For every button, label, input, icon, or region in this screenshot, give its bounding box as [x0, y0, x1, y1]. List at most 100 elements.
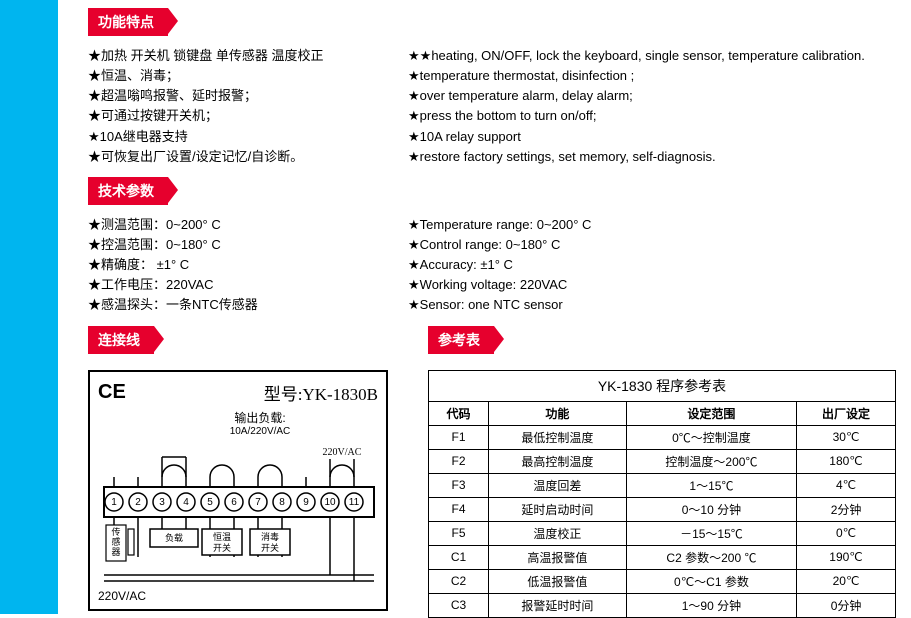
feature-en-2: over temperature alarm, delay alarm; — [408, 86, 896, 106]
features-row: 加热 开关机 锁键盘 单传感器 温度校正 恒温、消毒； 超温嗡鸣报警、延时报警；… — [88, 46, 896, 167]
model-label: 型号:YK-1830B — [264, 380, 378, 405]
svg-text:5: 5 — [207, 497, 213, 508]
ref-row: F4延时启动时间0～10 分钟2分钟 — [429, 497, 896, 521]
wiring-load-text: 负载 — [165, 532, 183, 543]
svg-text:11: 11 — [349, 497, 360, 508]
spec-en-0: Temperature range: 0~200° C — [408, 215, 896, 235]
specs-en: Temperature range: 0~200° C Control rang… — [408, 215, 896, 316]
feature-en-5: restore factory settings, set memory, se… — [408, 147, 896, 167]
ref-row: F2最高控制温度控制温度～200℃180℃ — [429, 449, 896, 473]
ref-cell: 0℃ — [797, 521, 896, 545]
reftable-column: 参考表 YK-1830 程序参考表 代码 功能 设定范围 出厂设定 F1最低控制… — [428, 326, 896, 618]
ref-cell: F5 — [429, 521, 489, 545]
svg-text:8: 8 — [279, 497, 285, 508]
ref-row: F5温度校正－15～15℃0℃ — [429, 521, 896, 545]
ref-cell: 延时启动时间 — [489, 497, 627, 521]
spec-cn-4: 感温探头：一条NTC传感器 — [88, 295, 378, 315]
svg-text:2: 2 — [135, 497, 141, 508]
ref-cell: 20℃ — [797, 569, 896, 593]
wiring-ac-right: 220V/AC — [323, 447, 362, 458]
spec-en-2: Accuracy: ±1° C — [408, 255, 896, 275]
ref-cell: 最高控制温度 — [489, 449, 627, 473]
ref-cell: 30℃ — [797, 425, 896, 449]
ref-header-row: 代码 功能 设定范围 出厂设定 — [429, 401, 896, 425]
wiring-column: 连接线 CE 型号:YK-1830B 输出负载: 10A/220V/AC — [88, 326, 398, 618]
ref-cell: 0℃～C1 参数 — [626, 569, 796, 593]
ref-row: C1高温报警值C2 参数～200 ℃190℃ — [429, 545, 896, 569]
feature-cn-3: 可通过按键开关机； — [88, 106, 378, 126]
ref-row: C3报警延时时间1～90 分钟0分钟 — [429, 593, 896, 617]
ref-row: C2低温报警值0℃～C1 参数20℃ — [429, 569, 896, 593]
ref-cell: 控制温度～200℃ — [626, 449, 796, 473]
feature-en-0-text: heating, ON/OFF, lock the keyboard, sing… — [431, 48, 865, 63]
svg-text:3: 3 — [159, 497, 165, 508]
svg-text:开关: 开关 — [213, 542, 231, 553]
lower-row: 连接线 CE 型号:YK-1830B 输出负载: 10A/220V/AC — [88, 326, 896, 618]
svg-text:10: 10 — [324, 497, 336, 508]
output-load-label: 输出负载: — [142, 409, 378, 426]
svg-text:7: 7 — [255, 497, 261, 508]
ref-h1: 功能 — [489, 401, 627, 425]
ref-cell: F1 — [429, 425, 489, 449]
reference-table: YK-1830 程序参考表 代码 功能 设定范围 出厂设定 F1最低控制温度0℃… — [428, 370, 896, 618]
ref-cell: 0～10 分钟 — [626, 497, 796, 521]
features-cn: 加热 开关机 锁键盘 单传感器 温度校正 恒温、消毒； 超温嗡鸣报警、延时报警；… — [88, 46, 378, 167]
ref-cell: F2 — [429, 449, 489, 473]
wiring-ac-bottom: 220V/AC — [98, 589, 378, 603]
svg-text:9: 9 — [303, 497, 309, 508]
ref-cell: 190℃ — [797, 545, 896, 569]
spec-cn-1: 控温范围：0~180° C — [88, 235, 378, 255]
ref-cell: 温度校正 — [489, 521, 627, 545]
ref-cell: 1～90 分钟 — [626, 593, 796, 617]
wiring-diagram: CE 型号:YK-1830B 输出负载: 10A/220V/AC — [88, 370, 388, 611]
feature-cn-4: 10A继电器支持 — [88, 127, 378, 147]
ref-cell: 0℃～控制温度 — [626, 425, 796, 449]
svg-text:器: 器 — [111, 547, 120, 557]
svg-text:消毒: 消毒 — [261, 531, 279, 542]
spec-cn-3: 工作电压：220VAC — [88, 275, 378, 295]
ref-cell: C3 — [429, 593, 489, 617]
output-load-sub: 10A/220V/AC — [142, 426, 378, 437]
svg-text:恒温: 恒温 — [213, 531, 231, 542]
section-title-specs: 技术参数 — [88, 177, 168, 205]
ref-cell: 高温报警值 — [489, 545, 627, 569]
ref-cell: 低温报警值 — [489, 569, 627, 593]
specs-cn: 测温范围：0~200° C 控温范围：0~180° C 精确度： ±1° C 工… — [88, 215, 378, 316]
spec-en-3: Working voltage: 220VAC — [408, 275, 896, 295]
ref-row: F1最低控制温度0℃～控制温度30℃ — [429, 425, 896, 449]
ref-cell: C1 — [429, 545, 489, 569]
spec-cn-2: 精确度： ±1° C — [88, 255, 378, 275]
ref-cell: －15～15℃ — [626, 521, 796, 545]
ref-cell: F3 — [429, 473, 489, 497]
svg-text:6: 6 — [231, 497, 237, 508]
ref-h0: 代码 — [429, 401, 489, 425]
section-title-features: 功能特点 — [88, 8, 168, 36]
ref-cell: F4 — [429, 497, 489, 521]
features-en: ★heating, ON/OFF, lock the keyboard, sin… — [408, 46, 896, 167]
svg-text:开关: 开关 — [261, 542, 279, 553]
ref-title: YK-1830 程序参考表 — [429, 370, 896, 401]
main-content: 功能特点 加热 开关机 锁键盘 单传感器 温度校正 恒温、消毒； 超温嗡鸣报警、… — [58, 0, 911, 614]
feature-en-3: press the bottom to turn on/off; — [408, 106, 896, 126]
svg-text:传: 传 — [111, 526, 120, 537]
ref-cell: 4℃ — [797, 473, 896, 497]
wiring-svg: 1 2 3 4 5 6 7 8 9 10 11 — [98, 437, 382, 587]
feature-en-1: temperature thermostat, disinfection ; — [408, 66, 896, 86]
ref-cell: 最低控制温度 — [489, 425, 627, 449]
ref-h2: 设定范围 — [626, 401, 796, 425]
spec-cn-0: 测温范围：0~200° C — [88, 215, 378, 235]
side-blue-bar — [0, 0, 58, 614]
ref-row: F3温度回差1～15℃4℃ — [429, 473, 896, 497]
section-title-wiring: 连接线 — [88, 326, 154, 354]
specs-row: 测温范围：0~200° C 控温范围：0~180° C 精确度： ±1° C 工… — [88, 215, 896, 316]
feature-cn-2: 超温嗡鸣报警、延时报警； — [88, 86, 378, 106]
feature-en-0: ★heating, ON/OFF, lock the keyboard, sin… — [408, 46, 896, 66]
ce-mark: CE — [98, 381, 126, 404]
svg-text:1: 1 — [111, 497, 117, 508]
ref-cell: C2 参数～200 ℃ — [626, 545, 796, 569]
svg-text:感: 感 — [111, 536, 120, 547]
svg-text:4: 4 — [183, 497, 189, 508]
ref-cell: 0分钟 — [797, 593, 896, 617]
ref-cell: 2分钟 — [797, 497, 896, 521]
feature-cn-5: 可恢复出厂设置/设定记忆/自诊断。 — [88, 147, 378, 167]
